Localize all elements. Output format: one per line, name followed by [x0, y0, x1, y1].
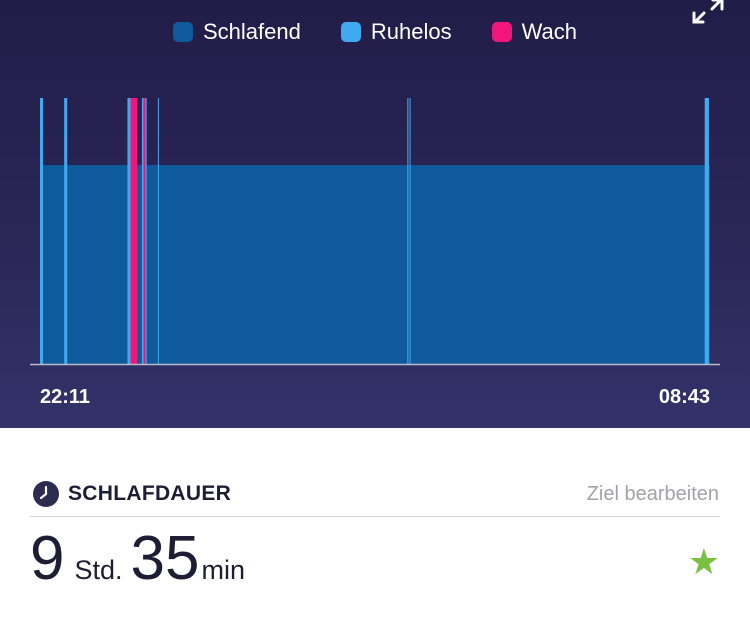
sleep-segment-restless — [157, 98, 159, 364]
legend-item-restless: Ruhelos — [340, 19, 452, 45]
legend-item-awake: Wach — [491, 19, 577, 45]
legend-swatch-restless — [340, 22, 361, 42]
sleep-segment-restless — [407, 98, 409, 364]
duration-hours-unit: Std. — [74, 555, 123, 585]
sleep-timeline-chart — [30, 98, 720, 366]
legend-label-awake: Wach — [521, 19, 577, 44]
sleep-segment-restless — [64, 98, 68, 364]
sleep-segment-restless — [145, 98, 147, 364]
sleep-segment-asleep — [40, 165, 710, 364]
legend-item-asleep: Schlafend — [173, 19, 301, 45]
legend-swatch-awake — [491, 22, 512, 42]
clock-icon — [33, 481, 59, 507]
sleep-duration-header: SCHLAFDAUER Ziel bearbeiten — [30, 478, 720, 517]
sleep-segment-restless — [704, 98, 709, 364]
x-tick-label-end: 08:43 — [658, 386, 710, 408]
duration-minutes-unit: min — [201, 555, 245, 585]
sleep-segment-restless — [40, 98, 44, 364]
sleep-segment-restless — [127, 98, 131, 364]
expand-icon[interactable] — [690, 0, 726, 24]
x-tick-label-start: 22:11 — [40, 386, 91, 408]
chart-legend: Schlafend Ruhelos Wach — [0, 18, 750, 46]
duration-minutes: 35 — [130, 524, 200, 593]
section-title: SCHLAFDAUER — [68, 482, 232, 505]
legend-label-asleep: Schlafend — [203, 19, 301, 44]
sleep-segment-restless — [409, 98, 411, 364]
legend-swatch-asleep — [173, 22, 193, 42]
legend-label-restless: Ruhelos — [370, 19, 452, 44]
sleep-segment-awake — [143, 98, 146, 364]
sleep-segment-awake — [130, 98, 138, 364]
star-icon: ★ — [687, 541, 720, 582]
sleep-segment-restless — [141, 98, 144, 364]
sleep-chart-panel: Schlafend Ruhelos Wach 22:11 08:43 — [0, 0, 750, 428]
duration-hours: 9 — [30, 524, 65, 593]
edit-goal-link[interactable]: Ziel bearbeiten — [586, 483, 719, 505]
sleep-duration-value: 9 Std. 35 min — [30, 528, 245, 590]
